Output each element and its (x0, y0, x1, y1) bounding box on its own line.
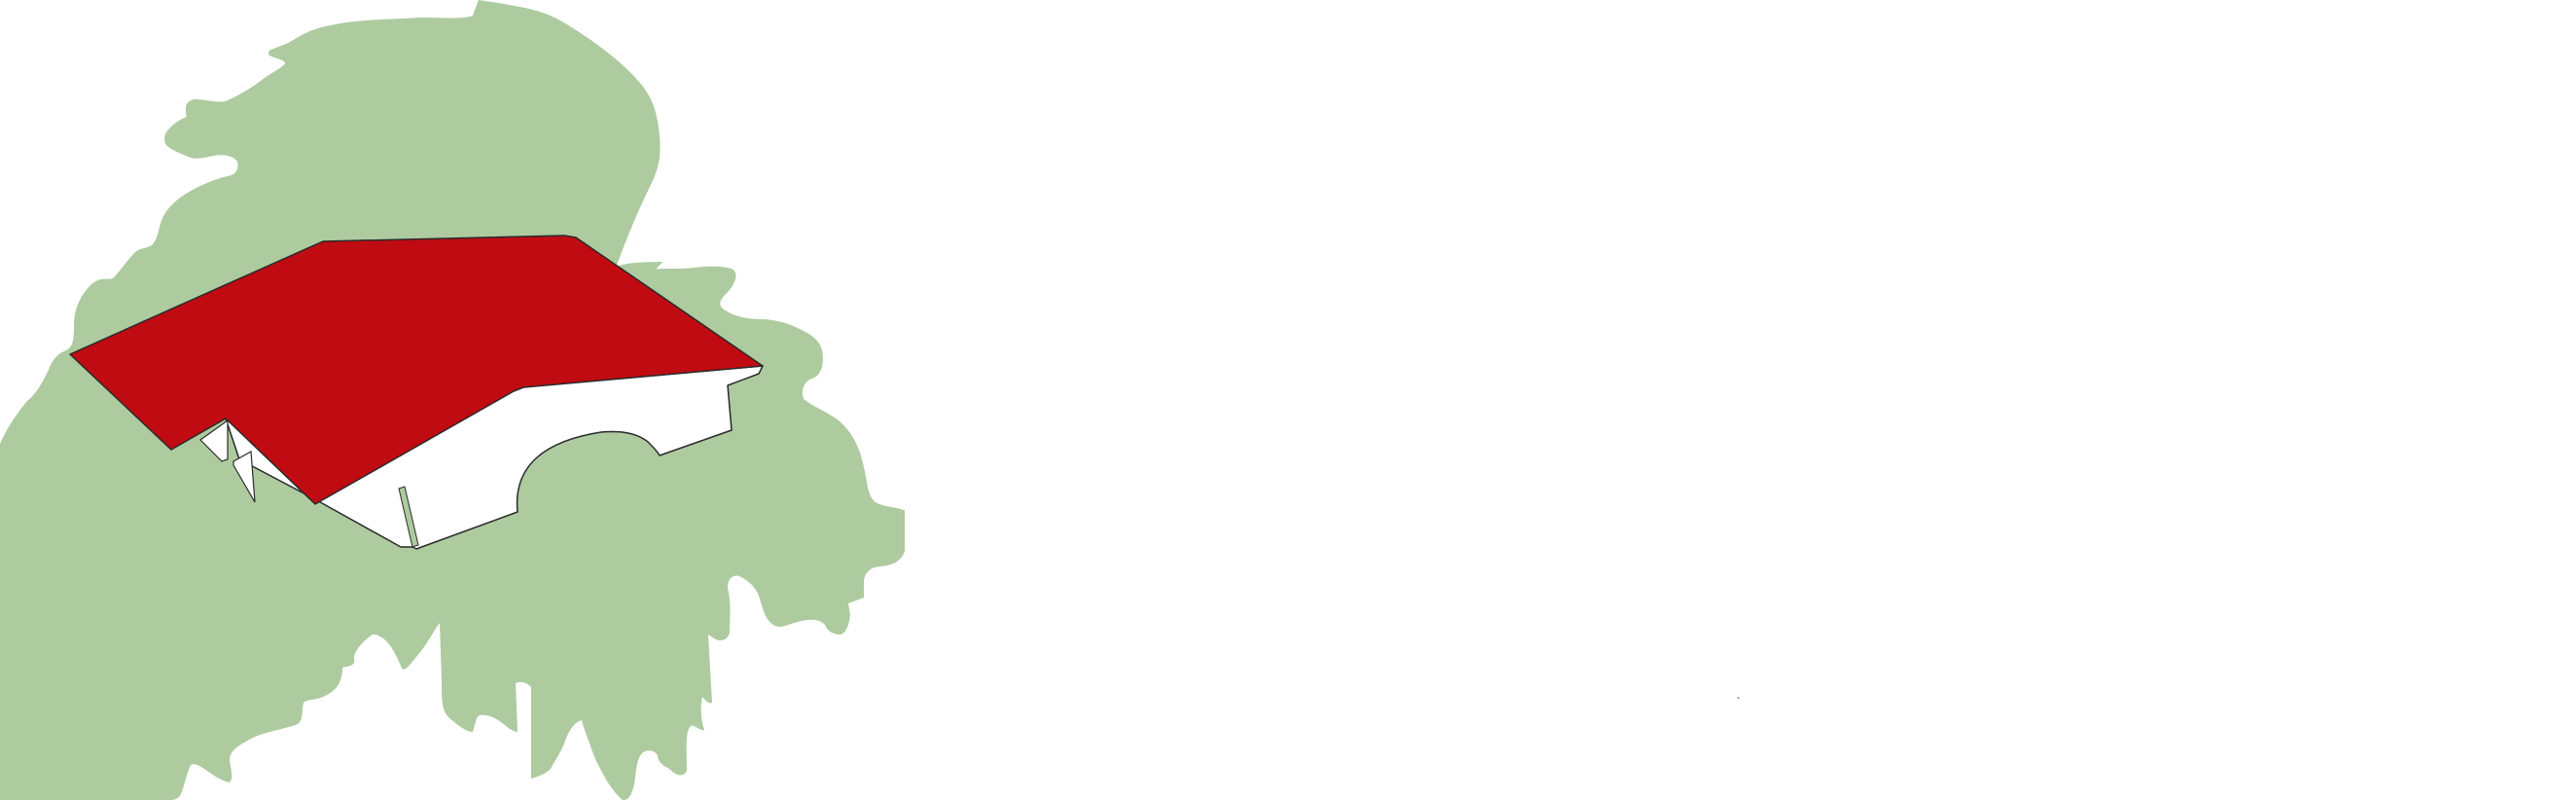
wall-post (398, 486, 419, 548)
wall-detail-left (199, 418, 229, 462)
logo-mark (0, 0, 905, 800)
roof (69, 235, 764, 505)
stray-speck (1737, 697, 1739, 699)
logo-graphic (0, 0, 905, 800)
wall-detail-mid (233, 451, 256, 503)
coast-cutout (0, 623, 623, 800)
